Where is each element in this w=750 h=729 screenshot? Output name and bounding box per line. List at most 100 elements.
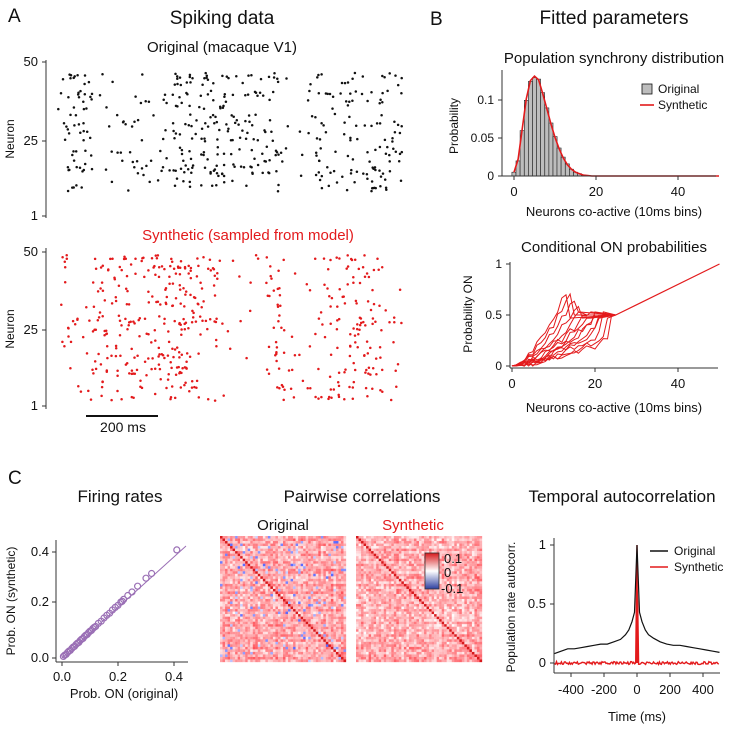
correlation-cell [255, 568, 258, 572]
correlation-cell [318, 609, 321, 612]
correlation-cell [300, 614, 304, 617]
correlation-cell [293, 586, 296, 590]
correlation-cell [328, 649, 332, 653]
correlation-cell [280, 543, 284, 547]
correlation-cell [464, 593, 468, 597]
correlation-cell [381, 538, 384, 542]
correlation-cell [406, 558, 410, 562]
correlation-cell [456, 546, 460, 549]
correlation-cell [220, 659, 223, 663]
correlation-cell [235, 626, 238, 630]
spike [131, 160, 135, 164]
correlation-cell [227, 583, 231, 587]
correlation-cell [396, 538, 399, 542]
correlation-cell [356, 599, 359, 602]
correlation-cell [285, 644, 289, 648]
correlation-cell [250, 596, 253, 600]
correlation-cell [338, 634, 342, 637]
spike [272, 76, 276, 79]
correlation-cell [220, 566, 223, 569]
correlation-cell [376, 541, 379, 544]
spike [101, 315, 104, 318]
correlation-cell [242, 546, 246, 549]
correlation-cell [280, 548, 284, 552]
correlation-cell [391, 551, 394, 554]
correlation-cell [436, 593, 440, 597]
correlation-cell [225, 604, 228, 607]
correlation-cell [272, 591, 276, 595]
raster-original-ytick-label-50: 50 [24, 54, 38, 69]
correlation-cell [240, 646, 243, 650]
correlation-cell [325, 639, 329, 642]
correlation-cell [225, 631, 228, 635]
correlation-cell [237, 561, 241, 564]
correlation-cell [456, 558, 460, 562]
correlation-cell [459, 599, 462, 602]
spike [174, 132, 178, 135]
correlation-cell [396, 566, 399, 569]
correlation-cell [476, 556, 480, 559]
correlation-cell [247, 646, 251, 650]
correlation-cell [283, 641, 286, 645]
correlation-cell [225, 558, 228, 562]
correlation-cell [403, 561, 407, 564]
correlation-cell [288, 553, 291, 557]
correlation-cell [303, 546, 306, 549]
correlation-cell [303, 576, 306, 579]
correlation-cell [456, 581, 460, 585]
correlation-cell [283, 571, 286, 574]
correlation-cell [277, 591, 281, 595]
correlation-cell [267, 586, 271, 590]
spike [375, 373, 378, 376]
correlation-cell [285, 659, 289, 663]
correlation-cell [240, 536, 243, 539]
correlation-cell [396, 578, 399, 582]
correlation-cell [444, 541, 447, 544]
correlation-cell [441, 551, 445, 554]
correlation-cell [323, 606, 326, 610]
correlation-cell [386, 566, 389, 569]
correlation-cell [413, 566, 417, 569]
correlation-cell [220, 558, 223, 562]
correlation-cell [235, 591, 238, 595]
correlation-cell [431, 548, 435, 552]
spike [277, 183, 280, 187]
correlation-cell [454, 548, 457, 552]
correlation-cell [476, 543, 480, 547]
correlation-cell [454, 596, 457, 600]
correlation-cell [305, 556, 309, 559]
spike [153, 264, 156, 268]
correlation-cell [288, 541, 291, 544]
correlation-cell [222, 616, 226, 620]
correlation-cell [230, 576, 233, 579]
correlation-cell [290, 619, 294, 622]
correlation-cell [388, 563, 392, 567]
correlation-cell [325, 596, 329, 600]
spike [292, 396, 296, 399]
correlation-cell [262, 586, 266, 590]
correlation-cell [222, 659, 226, 663]
correlation-cell [285, 576, 289, 579]
correlation-cell [235, 573, 238, 577]
correlation-cell [466, 601, 470, 605]
correlation-cell [393, 536, 397, 539]
correlation-cell [305, 634, 309, 637]
spike [129, 263, 133, 266]
correlation-cell [242, 553, 246, 557]
correlation-cell [298, 583, 301, 587]
correlation-cell [381, 604, 384, 607]
correlation-cell [240, 611, 243, 615]
correlation-cell [283, 624, 286, 627]
correlation-cell [285, 611, 289, 615]
spike [100, 281, 104, 284]
correlation-cell [444, 568, 447, 572]
spike [270, 277, 273, 280]
correlation-cell [325, 541, 329, 544]
correlation-cell [277, 651, 281, 655]
correlation-cell [366, 586, 369, 590]
correlation-cell [368, 571, 372, 574]
correlation-cell [280, 553, 284, 557]
correlation-cell [451, 571, 455, 574]
correlation-cell [308, 566, 311, 569]
correlation-cell [449, 604, 452, 607]
